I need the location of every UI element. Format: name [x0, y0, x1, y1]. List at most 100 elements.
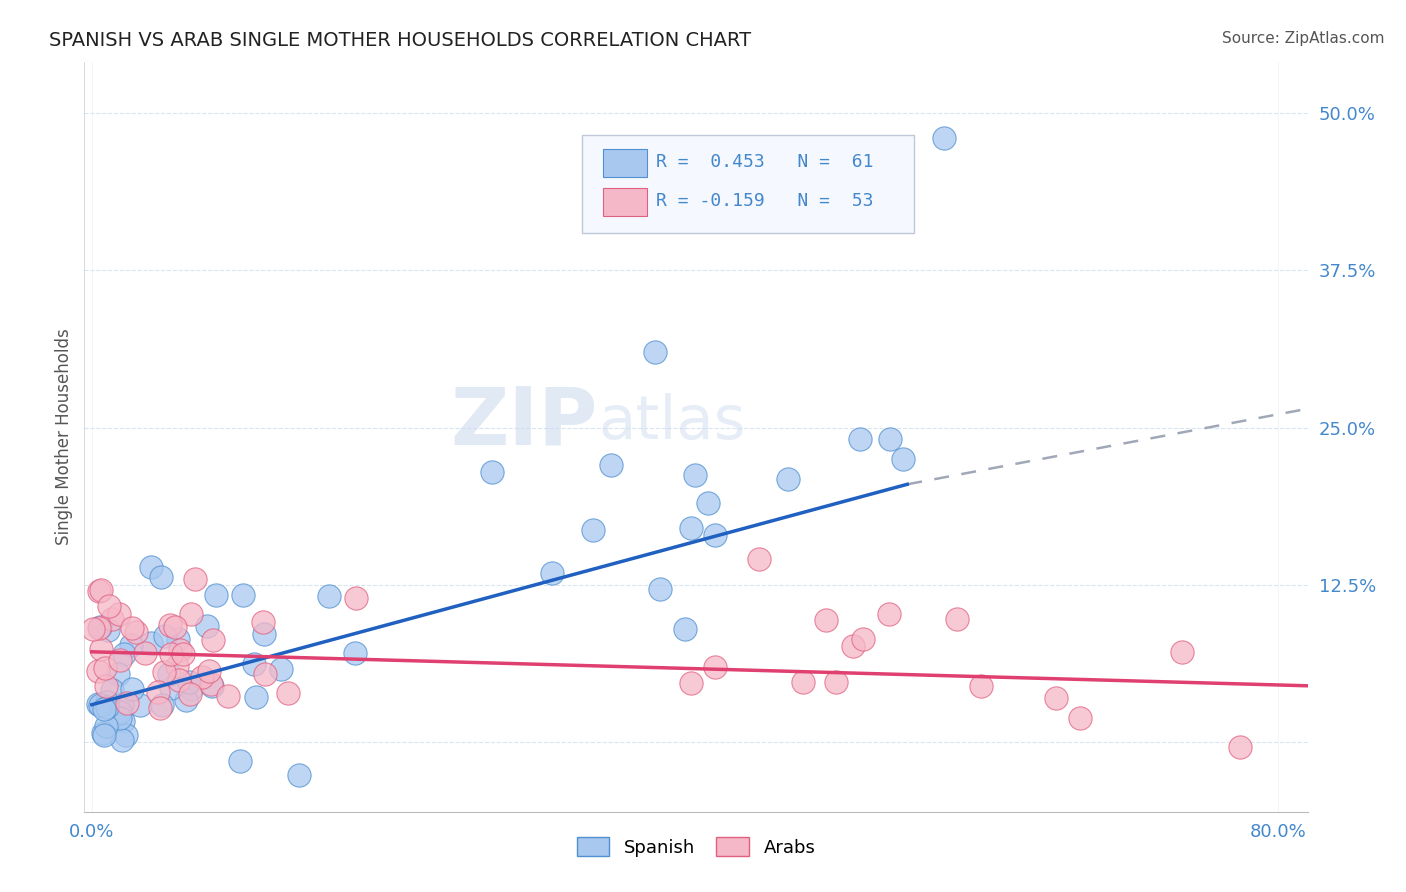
- Point: [703, 660, 725, 674]
- Point: [277, 685, 299, 699]
- Point: [172, 647, 194, 661]
- Point: [825, 674, 848, 689]
- Point: [86, 697, 108, 711]
- Point: [205, 588, 228, 602]
- Point: [877, 607, 900, 621]
- Point: [90, 583, 112, 598]
- Point: [599, 458, 621, 473]
- Point: [180, 682, 202, 697]
- Point: [344, 646, 367, 660]
- Point: [87, 664, 110, 678]
- Point: [115, 729, 138, 743]
- Point: [681, 521, 703, 535]
- Point: [541, 566, 564, 580]
- Point: [129, 698, 152, 713]
- Point: [165, 620, 187, 634]
- Point: [167, 673, 190, 687]
- Point: [946, 612, 969, 626]
- Point: [1045, 691, 1067, 706]
- Point: [191, 670, 214, 684]
- Point: [101, 682, 124, 697]
- Point: [174, 692, 197, 706]
- Point: [891, 452, 914, 467]
- Point: [93, 728, 115, 742]
- Point: [111, 698, 134, 712]
- Point: [169, 642, 191, 657]
- Point: [287, 768, 309, 782]
- Point: [157, 667, 180, 681]
- Point: [97, 624, 120, 638]
- Text: atlas: atlas: [598, 392, 745, 451]
- Point: [110, 653, 132, 667]
- Point: [159, 648, 181, 662]
- Point: [150, 570, 173, 584]
- Point: [582, 523, 605, 537]
- Point: [96, 679, 118, 693]
- Y-axis label: Single Mother Households: Single Mother Households: [55, 329, 73, 545]
- Point: [149, 700, 172, 714]
- Point: [87, 621, 110, 635]
- Point: [254, 666, 277, 681]
- Point: [112, 648, 135, 662]
- Point: [243, 657, 266, 672]
- Point: [253, 627, 276, 641]
- FancyBboxPatch shape: [603, 149, 647, 178]
- Point: [852, 632, 875, 647]
- Point: [748, 551, 770, 566]
- FancyBboxPatch shape: [603, 187, 647, 216]
- Point: [93, 701, 115, 715]
- Point: [160, 681, 183, 696]
- Point: [792, 675, 814, 690]
- Point: [166, 658, 188, 673]
- Point: [98, 599, 121, 614]
- Point: [934, 131, 956, 145]
- Point: [815, 613, 838, 627]
- Point: [110, 711, 132, 725]
- FancyBboxPatch shape: [582, 135, 914, 234]
- Point: [89, 584, 111, 599]
- Point: [245, 690, 267, 704]
- Point: [146, 685, 169, 699]
- Point: [696, 495, 718, 509]
- Point: [94, 661, 117, 675]
- Point: [195, 619, 218, 633]
- Point: [644, 345, 666, 359]
- Point: [1229, 740, 1251, 755]
- Point: [1069, 711, 1091, 725]
- Point: [201, 679, 224, 693]
- Point: [89, 620, 111, 634]
- Point: [703, 528, 725, 542]
- Point: [879, 432, 901, 446]
- Point: [153, 665, 176, 680]
- Point: [125, 624, 148, 639]
- Point: [778, 472, 800, 486]
- Point: [481, 465, 503, 479]
- Point: [94, 719, 117, 733]
- Point: [111, 732, 134, 747]
- Point: [848, 433, 870, 447]
- Text: ZIP: ZIP: [451, 383, 598, 461]
- Point: [82, 622, 104, 636]
- Point: [232, 588, 254, 602]
- Point: [198, 664, 221, 678]
- Point: [648, 582, 671, 597]
- Point: [115, 697, 138, 711]
- Point: [121, 681, 143, 696]
- Point: [96, 695, 118, 709]
- Point: [139, 560, 162, 574]
- Point: [101, 611, 124, 625]
- Point: [107, 607, 129, 621]
- Point: [200, 677, 222, 691]
- Point: [134, 646, 156, 660]
- Point: [107, 666, 129, 681]
- Point: [90, 641, 112, 656]
- Point: [155, 629, 177, 643]
- Point: [180, 607, 202, 621]
- Text: Source: ZipAtlas.com: Source: ZipAtlas.com: [1222, 31, 1385, 46]
- Point: [91, 726, 114, 740]
- Point: [89, 698, 111, 712]
- Point: [108, 705, 131, 719]
- Point: [344, 591, 367, 605]
- Point: [150, 698, 173, 713]
- Text: R =  0.453   N =  61: R = 0.453 N = 61: [655, 153, 873, 171]
